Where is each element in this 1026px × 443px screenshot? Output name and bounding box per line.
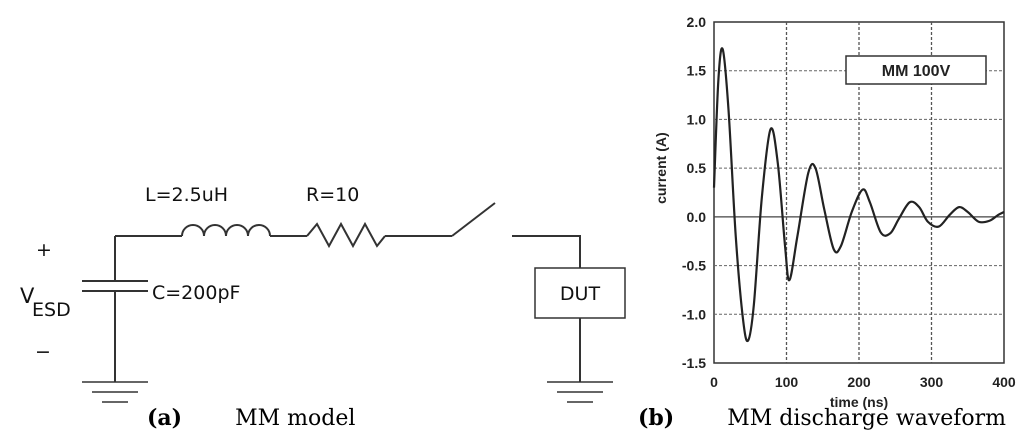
source-subscript: ESD	[32, 299, 71, 321]
x-tick-label: 400	[992, 374, 1016, 390]
y-tick-label: -1.5	[682, 355, 706, 371]
mm-model-circuit	[82, 202, 626, 403]
caption-b-tag: (b)	[638, 405, 675, 431]
discharge-waveform-chart: 2.0 1.5 1.0 0.5 0.0 -0.5 -1.0 -1.50 100 200 300 400…	[653, 14, 1016, 410]
resistor-symbol	[306, 221, 386, 249]
caption-b-text: MM discharge waveform	[727, 406, 1007, 431]
source-symbol: V	[20, 284, 35, 308]
y-tick-label: 1.5	[687, 63, 707, 79]
resistor-label: R=10	[306, 184, 359, 206]
caption-a-tag: (a)	[147, 405, 183, 431]
x-tick-label: 200	[847, 374, 871, 390]
y-tick-label: 0.0	[687, 209, 707, 225]
legend-label: MM 100V	[882, 63, 951, 80]
ground-left	[82, 381, 148, 403]
wire-switch-dut	[512, 235, 581, 268]
switch-symbol	[451, 202, 496, 237]
plus-sign: +	[36, 239, 52, 261]
dut-label: DUT	[560, 283, 601, 305]
inductor-label: L=2.5uH	[145, 184, 228, 206]
x-tick-label: 0	[710, 374, 718, 390]
series-line	[712, 47, 1005, 343]
caption-a: (a) MM model	[147, 405, 355, 431]
legend-box	[845, 55, 987, 85]
caption-a-text: MM model	[235, 406, 356, 431]
x-tick-label: 100	[775, 374, 799, 390]
ground-right	[547, 381, 613, 403]
y-tick-label: 2.0	[687, 14, 707, 30]
minus-sign: −	[35, 341, 51, 363]
y-tick-label: 0.5	[687, 160, 707, 176]
y-tick-label: 1.0	[687, 111, 707, 127]
x-tick-label: 300	[920, 374, 944, 390]
y-axis-label: current (A)	[653, 132, 669, 204]
inductor-symbol	[181, 224, 271, 237]
y-tick-label: -0.5	[682, 258, 706, 274]
y-tick-label: -1.0	[682, 306, 706, 322]
caption-b: (b) MM discharge waveform	[638, 405, 1006, 431]
x-axis-label: time (ns)	[830, 394, 888, 410]
capacitor-label: C=200pF	[152, 282, 240, 304]
